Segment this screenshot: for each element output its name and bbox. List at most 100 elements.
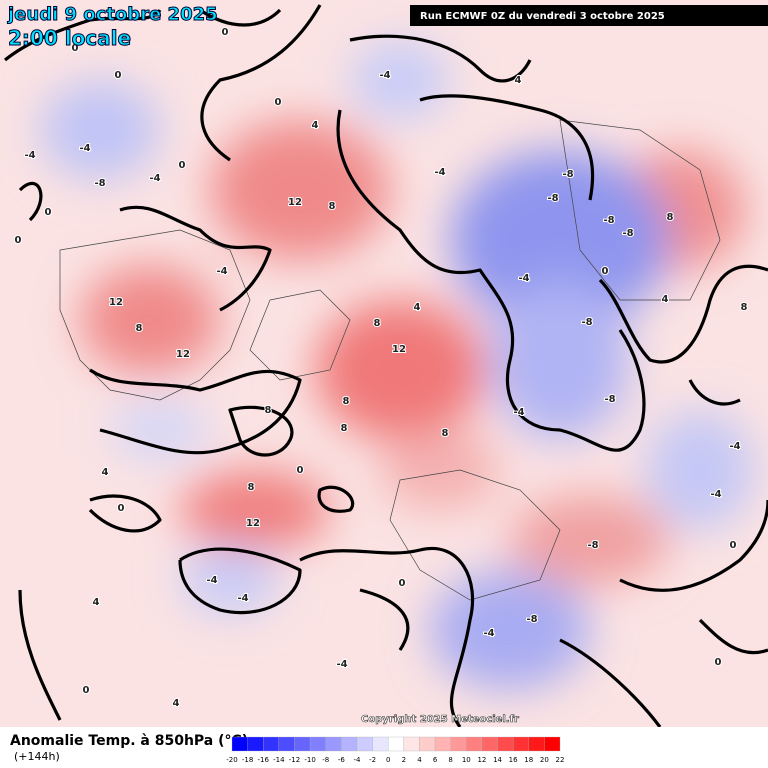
contour-label: -4 xyxy=(149,173,160,184)
colorbar-tick-label: 14 xyxy=(493,756,502,764)
colorbar-tick-label: -6 xyxy=(338,756,346,764)
contour-label: 0 xyxy=(72,43,79,54)
colorbar-cell xyxy=(263,736,280,752)
colorbar-tick-label: 16 xyxy=(509,756,518,764)
colorbar-cell xyxy=(372,736,389,752)
colorbar-cell xyxy=(247,736,264,752)
contour-label: -4 xyxy=(434,167,445,178)
colorbar-cell xyxy=(512,736,529,752)
date-label: jeudi 9 octobre 2025 xyxy=(7,4,218,25)
colorbar-cell xyxy=(497,736,514,752)
contour-label: 0 xyxy=(602,266,609,277)
contour-label: 0 xyxy=(222,27,229,38)
contour-label: 12 xyxy=(246,518,260,529)
colorbar-tick-label: -12 xyxy=(289,756,300,764)
contour-label: 0 xyxy=(115,70,122,81)
colorbar-cell xyxy=(341,736,358,752)
colorbar-cell xyxy=(544,736,561,752)
contour-label: 4 xyxy=(312,120,319,131)
contour-label: -8 xyxy=(622,228,633,239)
contour-label: 8 xyxy=(248,482,255,493)
contour-label: 0 xyxy=(399,578,406,589)
contour-label: -4 xyxy=(513,407,524,418)
contour-label: 8 xyxy=(741,302,748,313)
colorbar-tick-label: 4 xyxy=(417,756,422,764)
colorbar-tick-label: 12 xyxy=(477,756,486,764)
contour-label: -4 xyxy=(483,628,494,639)
contour-label: -4 xyxy=(24,150,35,161)
contour-label: 0 xyxy=(45,207,52,218)
colorbar-tick-label: -16 xyxy=(258,756,270,764)
contour-label: 4 xyxy=(414,302,421,313)
contour-label: 4 xyxy=(93,597,100,608)
colorbar-cell xyxy=(419,736,436,752)
contour-label: -8 xyxy=(587,540,598,551)
contour-label: -8 xyxy=(603,215,614,226)
contour-label: -4 xyxy=(216,266,227,277)
run-bar xyxy=(410,5,768,26)
contour-label: -4 xyxy=(518,273,529,284)
contour-label: 8 xyxy=(667,212,674,223)
contour-label: -8 xyxy=(547,193,558,204)
colorbar-tick-label: 2 xyxy=(402,756,406,764)
contour-label: -8 xyxy=(581,317,592,328)
contour-label: -8 xyxy=(562,169,573,180)
colorbar-cell xyxy=(481,736,498,752)
colorbar-tick-label: -2 xyxy=(369,756,376,764)
colorbar-cell xyxy=(466,736,483,752)
colorbar-cell xyxy=(356,736,373,752)
contour-label: 4 xyxy=(662,294,669,305)
contour-label: 4 xyxy=(173,698,180,709)
contour-label: 0 xyxy=(83,685,90,696)
colorbar-cell xyxy=(325,736,342,752)
contour-label: 8 xyxy=(442,428,449,439)
colorbar-cell xyxy=(278,736,295,752)
colorbar-cell xyxy=(528,736,545,752)
contour-label: 0 xyxy=(118,503,125,514)
run-label: Run ECMWF 0Z du vendredi 3 octobre 2025 xyxy=(420,11,665,22)
legend-title: Anomalie Temp. à 850hPa (°C) xyxy=(10,733,248,749)
contour-label: 8 xyxy=(265,405,272,416)
contour-label: -4 xyxy=(79,143,90,154)
colorbar-cell xyxy=(388,736,404,752)
contour-label: 12 xyxy=(392,344,406,355)
contour-label: 8 xyxy=(329,201,336,212)
contour-label: 4 xyxy=(515,75,522,86)
contour-label: 0 xyxy=(179,160,186,171)
contour-label: 8 xyxy=(374,318,381,329)
colorbar-tick-label: -10 xyxy=(304,756,315,764)
contour-label: -4 xyxy=(336,659,347,670)
contour-label: 8 xyxy=(341,423,348,434)
contour-label: 12 xyxy=(109,297,123,308)
contour-label: -4 xyxy=(206,575,217,586)
colorbar-cell xyxy=(231,736,248,752)
colorbar-tick-label: 8 xyxy=(448,756,452,764)
contour-label: -8 xyxy=(604,394,615,405)
contour-label: 0 xyxy=(275,97,282,108)
contour-label: -8 xyxy=(526,614,537,625)
coastlines xyxy=(59,119,721,601)
colorbar-cell xyxy=(309,736,326,752)
colorbar-tick-label: 6 xyxy=(433,756,438,764)
colorbar-cell xyxy=(434,736,451,752)
colorbar-cell xyxy=(403,736,420,752)
contour-label: 8 xyxy=(343,396,350,407)
contour-label: 12 xyxy=(176,349,190,360)
colorbar-tick-label: 22 xyxy=(556,756,565,764)
contour-label: 0 xyxy=(715,657,722,668)
colorbar-tick-label: 18 xyxy=(524,756,533,764)
colorbar-tick-label: -14 xyxy=(273,756,285,764)
zero-contours xyxy=(4,4,768,728)
contour-label: 0 xyxy=(730,540,737,551)
contour-label: -4 xyxy=(729,441,740,452)
colorbar-tick-label: 10 xyxy=(462,756,471,764)
time-label: 2:00 locale xyxy=(8,26,131,50)
colorbar-tick-label: 0 xyxy=(386,756,390,764)
contour-label: -4 xyxy=(710,489,721,500)
colorbar-tick-label: -4 xyxy=(353,756,361,764)
copyright: Copyright 2025 Meteociel.fr xyxy=(361,714,519,725)
contour-label: -4 xyxy=(237,593,248,604)
contour-label: 4 xyxy=(102,467,109,478)
